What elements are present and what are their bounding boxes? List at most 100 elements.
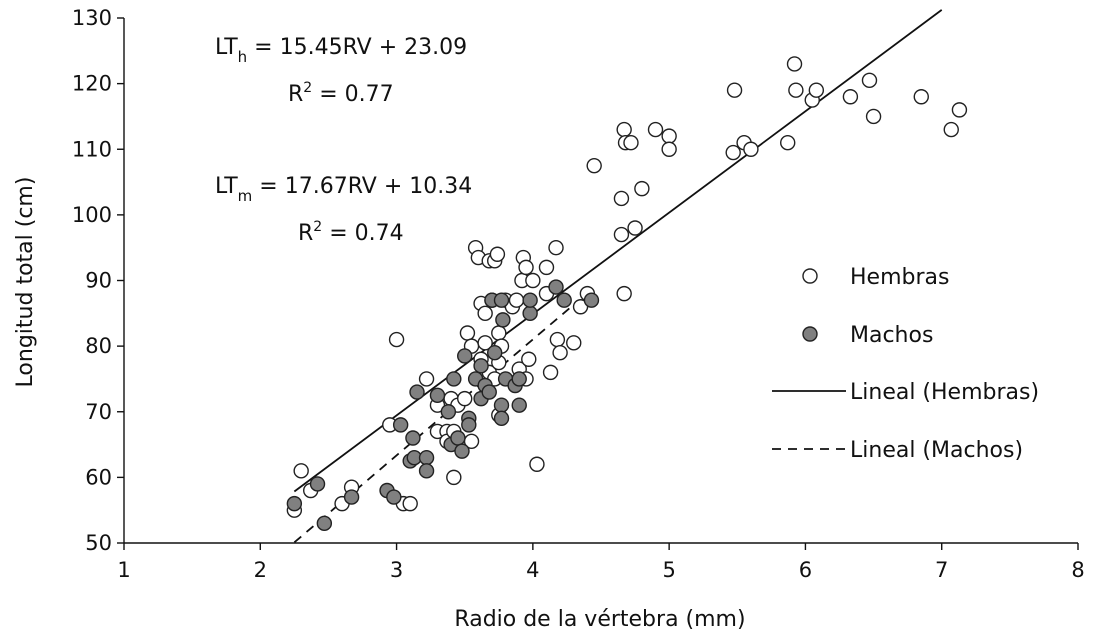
equation-machos: LTm = 17.67RV + 10.34 bbox=[215, 174, 472, 205]
point-hembras bbox=[418, 371, 435, 387]
point-machos bbox=[309, 476, 326, 492]
point-hembras bbox=[293, 463, 309, 479]
r2-machos: R2 = 0.74 bbox=[298, 219, 404, 246]
point-hembras bbox=[525, 272, 541, 289]
point-machos bbox=[522, 305, 538, 322]
point-hembras bbox=[402, 495, 418, 512]
point-machos bbox=[511, 397, 527, 413]
point-machos bbox=[511, 371, 527, 387]
y-tick-label: 60 bbox=[85, 465, 112, 489]
point-machos bbox=[418, 449, 435, 466]
point-hembras bbox=[548, 239, 564, 256]
point-hembras bbox=[616, 121, 632, 138]
point-machos bbox=[409, 384, 425, 400]
legend-label-hembras: Hembras bbox=[850, 265, 949, 290]
point-machos bbox=[457, 348, 473, 364]
point-machos bbox=[392, 417, 409, 433]
point-hembras bbox=[726, 82, 743, 98]
point-machos bbox=[461, 417, 477, 433]
point-hembras bbox=[725, 144, 741, 161]
point-machos bbox=[440, 404, 457, 420]
point-hembras bbox=[780, 134, 796, 151]
point-hembras bbox=[586, 157, 602, 174]
point-hembras bbox=[647, 121, 664, 138]
point-hembras bbox=[477, 335, 493, 351]
point-hembras bbox=[459, 325, 476, 341]
point-hembras bbox=[477, 305, 493, 322]
point-hembras bbox=[788, 82, 804, 98]
point-machos bbox=[429, 387, 446, 404]
y-axis-label: Longitud total (cm) bbox=[13, 177, 38, 388]
y-tick-label: 100 bbox=[72, 203, 112, 227]
point-machos bbox=[473, 358, 489, 374]
point-machos bbox=[386, 489, 402, 505]
point-machos bbox=[493, 410, 510, 427]
x-tick-label: 7 bbox=[935, 558, 948, 582]
point-hembras bbox=[518, 259, 534, 276]
point-hembras bbox=[388, 331, 405, 348]
point-machos bbox=[418, 463, 435, 479]
point-hembras bbox=[861, 72, 878, 89]
point-hembras bbox=[634, 180, 650, 197]
point-machos bbox=[495, 312, 511, 328]
point-hembras bbox=[865, 108, 882, 125]
point-hembras bbox=[491, 325, 507, 341]
x-axis-label: Radio de la vértebra (mm) bbox=[454, 607, 745, 632]
point-machos bbox=[493, 397, 510, 413]
axes: 50 60 70 80 90 100 110 120 130 1 2 3 4 5 6 7 8 bbox=[72, 6, 1085, 582]
legend-label-machos: Machos bbox=[850, 323, 933, 348]
data-points bbox=[286, 56, 968, 532]
point-hembras bbox=[808, 82, 825, 98]
x-tick-label: 6 bbox=[799, 558, 812, 582]
point-hembras bbox=[552, 344, 568, 361]
point-hembras bbox=[661, 141, 677, 157]
point-machos bbox=[493, 292, 510, 308]
point-hembras bbox=[508, 292, 525, 308]
legend-label-lineal-machos: Lineal (Machos) bbox=[850, 438, 1023, 463]
point-hembras bbox=[943, 121, 959, 138]
point-machos bbox=[454, 443, 470, 459]
y-tick-label: 110 bbox=[72, 137, 112, 161]
point-hembras bbox=[566, 335, 582, 351]
point-hembras bbox=[616, 285, 632, 302]
y-tick-label: 70 bbox=[85, 400, 112, 424]
point-machos bbox=[522, 292, 538, 308]
point-hembras bbox=[913, 89, 929, 105]
point-machos bbox=[481, 384, 497, 400]
point-machos bbox=[486, 344, 503, 361]
trendlines bbox=[293, 9, 943, 544]
point-machos bbox=[286, 495, 303, 512]
point-hembras bbox=[538, 259, 555, 276]
point-machos bbox=[548, 279, 564, 295]
r2-hembras: R2 = 0.77 bbox=[288, 80, 394, 107]
trendline-machos bbox=[293, 303, 575, 544]
point-machos bbox=[450, 430, 466, 446]
x-tick-label: 5 bbox=[662, 558, 675, 582]
point-hembras bbox=[842, 89, 859, 105]
point-machos bbox=[583, 292, 600, 308]
y-tick-label: 90 bbox=[85, 269, 112, 293]
point-hembras bbox=[623, 134, 639, 151]
y-tick-label: 50 bbox=[85, 531, 112, 555]
point-hembras bbox=[627, 220, 643, 236]
point-hembras bbox=[489, 246, 506, 262]
point-hembras bbox=[542, 364, 559, 381]
y-tick-label: 120 bbox=[72, 72, 112, 96]
x-tick-label: 8 bbox=[1071, 558, 1084, 582]
point-hembras bbox=[549, 331, 566, 348]
legend-marker-hembras bbox=[802, 268, 818, 284]
x-tick-label: 2 bbox=[254, 558, 267, 582]
point-machos bbox=[343, 489, 360, 505]
point-hembras bbox=[446, 469, 462, 486]
point-hembras bbox=[951, 102, 968, 118]
point-hembras bbox=[521, 351, 537, 367]
point-hembras bbox=[457, 390, 473, 407]
point-hembras bbox=[613, 190, 630, 207]
point-hembras bbox=[786, 56, 803, 72]
point-hembras bbox=[743, 141, 759, 157]
x-tick-label: 3 bbox=[390, 558, 403, 582]
point-hembras bbox=[529, 456, 545, 472]
legend-marker-machos bbox=[802, 326, 818, 342]
equation-hembras: LTh = 15.45RV + 23.09 bbox=[215, 35, 467, 66]
point-machos bbox=[405, 430, 421, 446]
